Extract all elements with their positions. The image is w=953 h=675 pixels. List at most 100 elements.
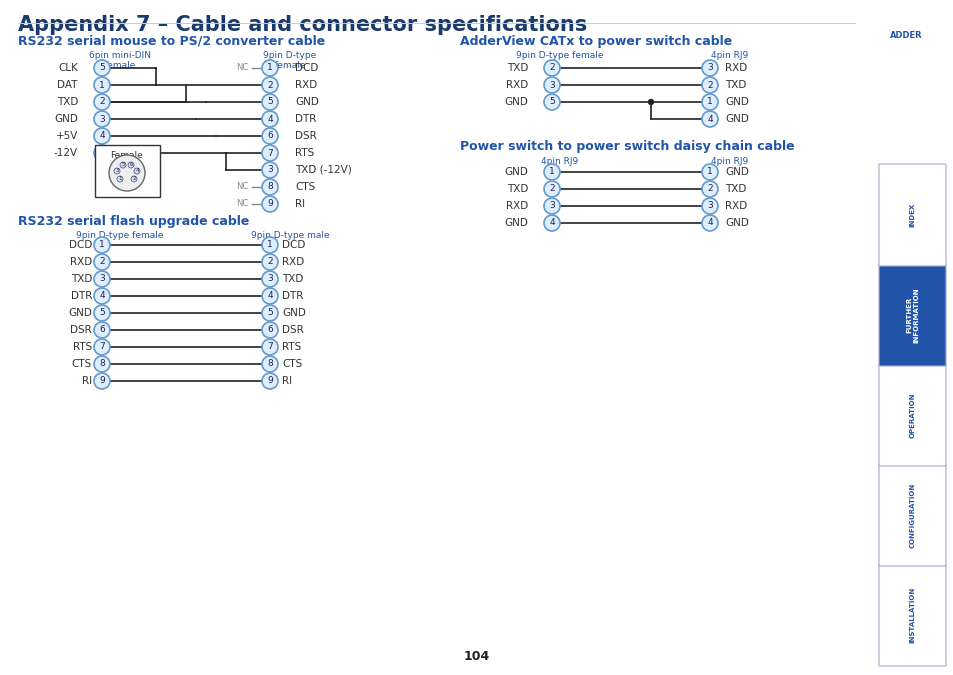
Text: GND: GND bbox=[282, 308, 306, 318]
Text: 4: 4 bbox=[549, 219, 555, 227]
Circle shape bbox=[262, 288, 277, 304]
Text: RTS: RTS bbox=[72, 342, 91, 352]
Circle shape bbox=[94, 128, 110, 144]
Circle shape bbox=[262, 271, 277, 287]
Circle shape bbox=[543, 181, 559, 197]
Text: 2: 2 bbox=[706, 80, 712, 90]
Circle shape bbox=[94, 60, 110, 76]
Text: Appendix 7 – Cable and connector specifications: Appendix 7 – Cable and connector specifi… bbox=[18, 15, 587, 35]
Text: GND: GND bbox=[54, 114, 78, 124]
Text: 5: 5 bbox=[99, 308, 105, 317]
Text: 4: 4 bbox=[267, 292, 273, 300]
Text: 9pin D-type female: 9pin D-type female bbox=[516, 51, 603, 60]
Text: FURTHER
INFORMATION: FURTHER INFORMATION bbox=[905, 287, 918, 343]
Circle shape bbox=[128, 162, 133, 168]
Circle shape bbox=[262, 60, 277, 76]
Text: CONFIGURATION: CONFIGURATION bbox=[908, 483, 915, 547]
Text: 9: 9 bbox=[99, 377, 105, 385]
Circle shape bbox=[94, 339, 110, 355]
Circle shape bbox=[94, 77, 110, 93]
Text: CLK: CLK bbox=[58, 63, 78, 73]
Text: 9pin D-type male: 9pin D-type male bbox=[251, 231, 329, 240]
Text: 8: 8 bbox=[99, 360, 105, 369]
Text: 104: 104 bbox=[463, 650, 490, 663]
Circle shape bbox=[543, 164, 559, 180]
Text: 3: 3 bbox=[706, 202, 712, 211]
Circle shape bbox=[262, 128, 277, 144]
Circle shape bbox=[262, 305, 277, 321]
Text: 4: 4 bbox=[135, 169, 138, 173]
Text: CTS: CTS bbox=[71, 359, 91, 369]
Text: 2: 2 bbox=[267, 257, 273, 267]
Text: 8: 8 bbox=[267, 182, 273, 192]
Text: DTR: DTR bbox=[71, 291, 91, 301]
Circle shape bbox=[543, 77, 559, 93]
Circle shape bbox=[94, 111, 110, 127]
Text: 9pin D-type
female: 9pin D-type female bbox=[263, 51, 316, 70]
Text: TXD: TXD bbox=[724, 184, 745, 194]
Text: GND: GND bbox=[503, 167, 527, 177]
Text: RXD: RXD bbox=[282, 257, 304, 267]
Text: +5V: +5V bbox=[55, 131, 78, 141]
Text: TXD: TXD bbox=[71, 274, 91, 284]
Circle shape bbox=[262, 111, 277, 127]
Text: TXD: TXD bbox=[282, 274, 303, 284]
Text: Power switch to power switch daisy chain cable: Power switch to power switch daisy chain… bbox=[459, 140, 794, 153]
Text: 3: 3 bbox=[549, 80, 555, 90]
Text: 6: 6 bbox=[99, 325, 105, 335]
Text: GND: GND bbox=[724, 218, 748, 228]
Text: RXD: RXD bbox=[505, 201, 527, 211]
Circle shape bbox=[94, 94, 110, 110]
Circle shape bbox=[94, 271, 110, 287]
Circle shape bbox=[133, 168, 140, 174]
Circle shape bbox=[701, 215, 718, 231]
Circle shape bbox=[262, 373, 277, 389]
Text: RS232 serial mouse to PS/2 converter cable: RS232 serial mouse to PS/2 converter cab… bbox=[18, 35, 325, 48]
Text: INDEX: INDEX bbox=[908, 203, 915, 227]
FancyBboxPatch shape bbox=[878, 564, 945, 666]
Text: 5: 5 bbox=[267, 308, 273, 317]
Circle shape bbox=[543, 94, 559, 110]
Circle shape bbox=[94, 288, 110, 304]
Text: 1: 1 bbox=[706, 167, 712, 176]
Text: 5: 5 bbox=[267, 97, 273, 107]
Text: 4: 4 bbox=[706, 219, 712, 227]
Text: 4pin RJ9: 4pin RJ9 bbox=[540, 157, 578, 166]
Circle shape bbox=[701, 94, 718, 110]
Text: RTS: RTS bbox=[294, 148, 314, 158]
Text: TXD (-12V): TXD (-12V) bbox=[294, 165, 352, 175]
Text: 1: 1 bbox=[549, 167, 555, 176]
FancyBboxPatch shape bbox=[878, 164, 945, 266]
Circle shape bbox=[262, 339, 277, 355]
Circle shape bbox=[262, 322, 277, 338]
Circle shape bbox=[117, 176, 123, 182]
Text: AdderView CATx to power switch cable: AdderView CATx to power switch cable bbox=[459, 35, 732, 48]
Text: DSR: DSR bbox=[294, 131, 316, 141]
FancyBboxPatch shape bbox=[95, 145, 160, 197]
Text: CTS: CTS bbox=[282, 359, 302, 369]
FancyBboxPatch shape bbox=[878, 464, 945, 566]
Text: GND: GND bbox=[68, 308, 91, 318]
Circle shape bbox=[94, 305, 110, 321]
Circle shape bbox=[262, 145, 277, 161]
Text: 4pin RJ9: 4pin RJ9 bbox=[711, 51, 748, 60]
Circle shape bbox=[262, 196, 277, 212]
Text: DCD: DCD bbox=[282, 240, 305, 250]
Text: DAT: DAT bbox=[57, 80, 78, 90]
Circle shape bbox=[701, 164, 718, 180]
Text: 3: 3 bbox=[549, 202, 555, 211]
Text: 3: 3 bbox=[267, 165, 273, 175]
Circle shape bbox=[701, 60, 718, 76]
Text: 4: 4 bbox=[99, 292, 105, 300]
Text: 2: 2 bbox=[99, 97, 105, 107]
Text: 1: 1 bbox=[99, 80, 105, 90]
Text: NC: NC bbox=[235, 182, 248, 192]
Circle shape bbox=[701, 111, 718, 127]
Text: TXD: TXD bbox=[724, 80, 745, 90]
Text: DCD: DCD bbox=[294, 63, 318, 73]
Text: 6pin mini-DIN
female: 6pin mini-DIN female bbox=[89, 51, 151, 70]
Text: 4: 4 bbox=[99, 132, 105, 140]
Text: 2: 2 bbox=[549, 184, 555, 194]
Circle shape bbox=[120, 162, 126, 168]
Text: RS232 serial flash upgrade cable: RS232 serial flash upgrade cable bbox=[18, 215, 249, 228]
